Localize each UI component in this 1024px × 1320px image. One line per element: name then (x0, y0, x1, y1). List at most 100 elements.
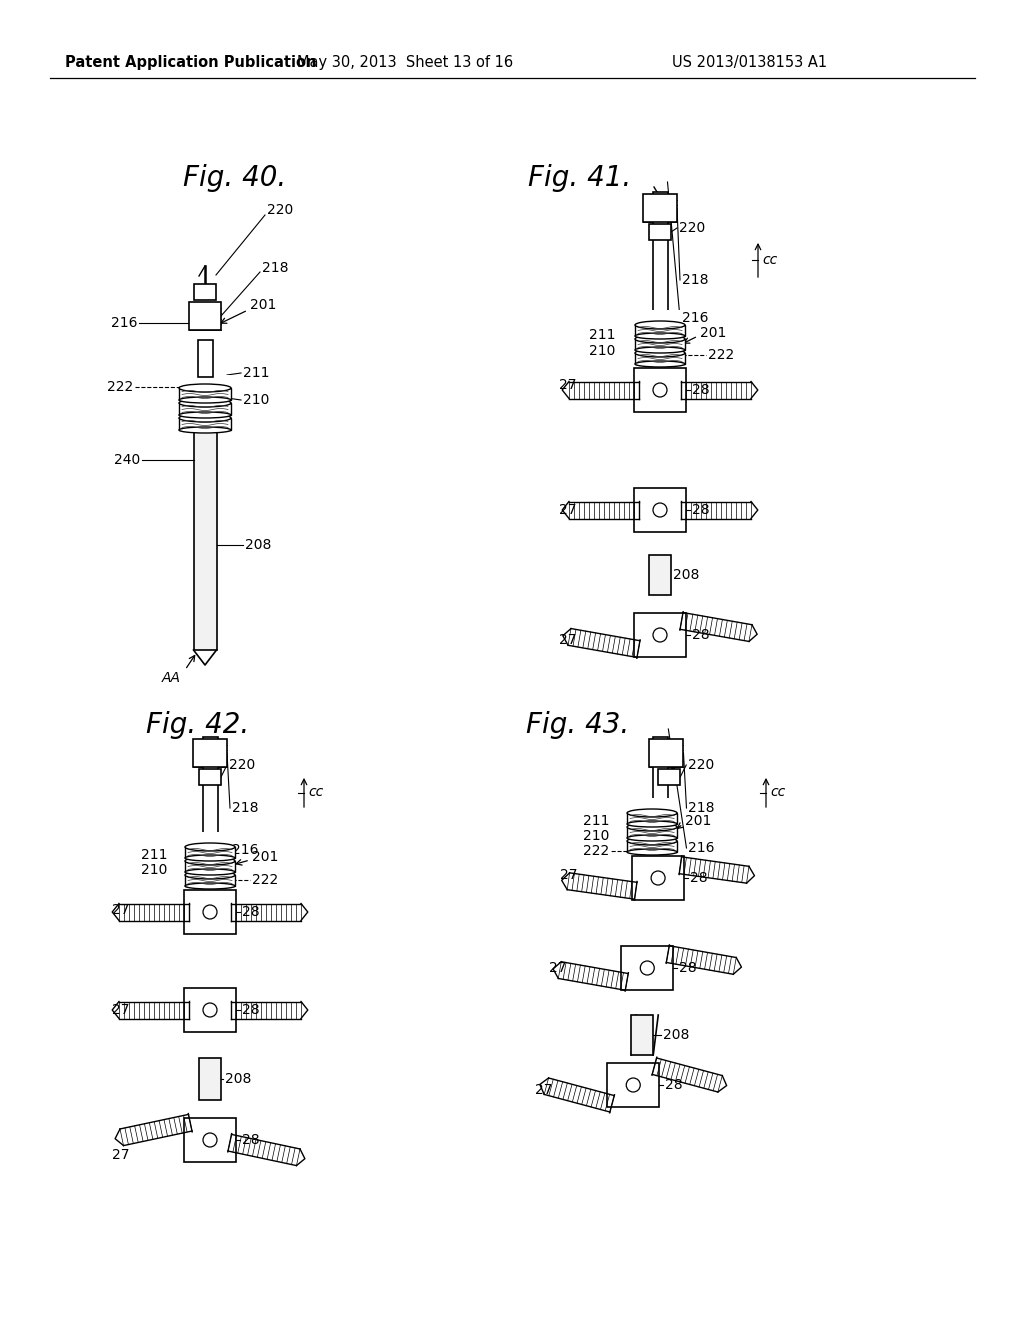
Text: 222: 222 (708, 348, 734, 362)
Text: 28: 28 (242, 1133, 260, 1147)
Text: Patent Application Publication: Patent Application Publication (65, 54, 316, 70)
Text: 28: 28 (692, 383, 710, 397)
Bar (185, 861, 234, 873)
Bar (649, 739, 683, 767)
Bar (649, 224, 671, 240)
Bar (179, 403, 231, 414)
Text: 216: 216 (111, 315, 137, 330)
Bar (658, 770, 680, 785)
Text: Fig. 42.: Fig. 42. (146, 711, 250, 739)
Text: 216: 216 (232, 843, 258, 857)
Bar (653, 737, 669, 845)
Text: 28: 28 (666, 1078, 683, 1092)
Circle shape (653, 503, 667, 517)
Circle shape (203, 1003, 217, 1016)
Text: 210: 210 (583, 829, 609, 843)
Bar (189, 302, 221, 330)
Text: 208: 208 (664, 1028, 689, 1041)
Ellipse shape (635, 321, 685, 329)
Circle shape (203, 1133, 217, 1147)
Text: 211: 211 (583, 814, 609, 828)
Text: 28: 28 (242, 1003, 260, 1016)
Text: 201: 201 (252, 850, 279, 865)
Bar (632, 855, 684, 900)
Text: 208: 208 (225, 1072, 251, 1086)
Text: cc: cc (762, 253, 777, 267)
Text: 27: 27 (112, 1148, 129, 1162)
Bar (635, 325, 685, 337)
Text: 210: 210 (589, 345, 615, 358)
Ellipse shape (627, 809, 677, 817)
Text: 211: 211 (589, 327, 615, 342)
Text: 27: 27 (112, 1003, 129, 1016)
Ellipse shape (635, 335, 685, 343)
Ellipse shape (179, 399, 231, 407)
Bar (649, 554, 671, 595)
Circle shape (651, 871, 665, 884)
Text: 216: 216 (682, 312, 709, 325)
Circle shape (653, 628, 667, 642)
Circle shape (640, 961, 654, 975)
Bar (185, 847, 234, 858)
Text: Fig. 41.: Fig. 41. (528, 164, 632, 191)
Text: 211: 211 (243, 366, 269, 380)
Text: 201: 201 (250, 298, 276, 312)
Text: 220: 220 (267, 203, 293, 216)
Text: 27: 27 (559, 503, 577, 517)
Text: 28: 28 (690, 871, 708, 884)
Bar (627, 799, 677, 851)
Ellipse shape (179, 412, 231, 418)
Circle shape (627, 1078, 640, 1092)
Bar (179, 418, 231, 430)
Text: 216: 216 (688, 841, 715, 855)
Bar (627, 828, 677, 838)
Bar (607, 1063, 659, 1107)
Text: 27: 27 (536, 1082, 553, 1097)
Text: 240: 240 (114, 453, 140, 467)
Bar (185, 832, 234, 886)
Text: 220: 220 (679, 220, 706, 235)
Bar (184, 1118, 236, 1162)
Text: 201: 201 (685, 814, 712, 828)
Text: 220: 220 (688, 758, 715, 772)
Bar (627, 813, 677, 824)
Text: 222: 222 (106, 380, 133, 393)
Bar (193, 739, 227, 767)
Text: 27: 27 (559, 634, 577, 647)
Bar (635, 339, 685, 350)
Bar (184, 890, 236, 935)
Ellipse shape (627, 837, 677, 845)
Text: cc: cc (308, 785, 324, 800)
Circle shape (203, 906, 217, 919)
Ellipse shape (185, 855, 234, 861)
Ellipse shape (185, 869, 234, 875)
Text: 218: 218 (688, 801, 715, 814)
Bar (203, 737, 217, 878)
Bar (652, 191, 668, 345)
Ellipse shape (635, 348, 685, 356)
Bar (634, 488, 686, 532)
Text: AA: AA (162, 671, 180, 685)
Text: 201: 201 (700, 326, 726, 341)
Text: 211: 211 (140, 847, 167, 862)
Bar (643, 194, 677, 222)
Text: 222: 222 (583, 843, 609, 858)
Text: cc: cc (770, 785, 785, 800)
Circle shape (653, 383, 667, 397)
Bar (634, 612, 686, 657)
Bar (199, 770, 221, 785)
Ellipse shape (185, 871, 234, 879)
Ellipse shape (179, 384, 231, 392)
Text: 27: 27 (549, 961, 566, 975)
Bar (635, 310, 685, 364)
Bar (194, 284, 216, 300)
Text: May 30, 2013  Sheet 13 of 16: May 30, 2013 Sheet 13 of 16 (297, 54, 513, 70)
Text: US 2013/0138153 A1: US 2013/0138153 A1 (672, 54, 827, 70)
Text: 218: 218 (682, 273, 709, 286)
Ellipse shape (627, 849, 677, 855)
Ellipse shape (635, 360, 685, 367)
Bar (635, 352, 685, 364)
Text: 27: 27 (112, 903, 129, 917)
Bar (199, 1059, 221, 1100)
Bar (184, 987, 236, 1032)
